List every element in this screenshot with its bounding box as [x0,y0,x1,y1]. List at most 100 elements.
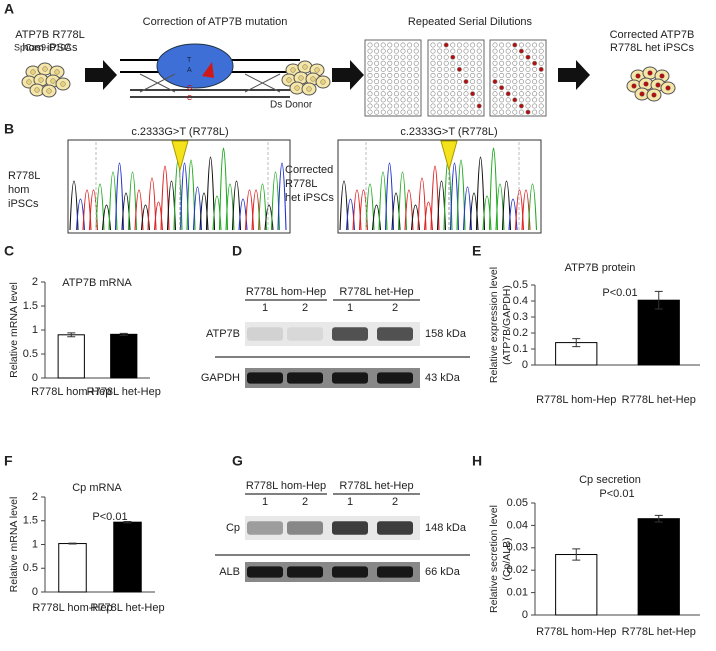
well [456,109,462,115]
well [393,54,399,60]
well [387,66,393,72]
well [470,54,476,60]
peak [397,171,408,231]
nucleus [659,73,665,79]
well [512,85,518,91]
y-tick-label: 0.2 [513,327,528,339]
well [476,85,482,91]
well [492,91,498,97]
well [525,97,531,103]
bar [57,334,85,379]
chart-title: ATP7B protein [565,262,636,274]
well [456,48,462,54]
y-axis-label: Relative mRNA level [8,282,20,378]
y-axis-label: (Cp/ALB) [501,537,513,580]
well [367,42,373,48]
well [407,79,413,85]
well [492,54,498,60]
well [476,79,482,85]
well [463,91,469,97]
well [463,79,469,85]
well [374,60,380,66]
well [443,79,449,85]
well [525,42,531,48]
well [380,79,386,85]
lane-label: 1 [347,496,353,508]
well [367,103,373,109]
well [374,109,380,115]
well [499,42,505,48]
nucleus [298,75,304,81]
x-tick-label: R778L het-Hep [622,394,696,406]
well [532,97,538,103]
well [450,48,456,54]
well [518,73,524,79]
peak [205,156,216,231]
well [538,91,544,97]
y-tick-label: 0.01 [507,587,528,599]
well [505,54,511,60]
well [505,48,511,54]
well [450,60,456,66]
well [512,79,518,85]
y-tick-label: 0.1 [513,343,528,355]
well [499,85,505,91]
error-bar [67,332,76,338]
y-axis-label: Relative secretion level [488,505,500,613]
plate [489,39,547,117]
well [518,97,524,103]
peak [95,183,105,231]
nucleus [635,73,641,79]
well [413,97,419,103]
nucleus [320,79,326,85]
well [430,79,436,85]
well [387,73,393,79]
well [512,97,518,103]
well [393,66,399,72]
well [525,48,531,54]
well [505,109,511,115]
peak [231,180,242,231]
well [443,109,449,115]
panel-label: G [232,453,243,469]
x-tick-label: R778L het-Hep [90,602,164,614]
well [437,103,443,109]
well [443,103,449,109]
row-label: Cp [226,522,240,534]
annotation: P<0.01 [92,511,127,523]
well [538,42,544,48]
y-tick-label: 0.02 [507,564,528,576]
peak [456,159,466,231]
well [512,54,518,60]
well [499,48,505,54]
sample-label: hom [8,184,29,196]
well [463,97,469,103]
well [518,48,524,54]
band [377,327,413,341]
well [443,42,449,48]
well [367,79,373,85]
end-cells-label: Corrected ATP7B [610,29,695,41]
well [532,79,538,85]
well [470,85,476,91]
enzyme-label: SpCas9-D10A [14,42,72,52]
panel-label: A [4,1,14,17]
x-tick-label: R778L het-Hep [622,626,696,638]
well [413,66,419,72]
nucleus [306,86,312,92]
well [470,79,476,85]
well [387,54,393,60]
well [518,60,524,66]
well [512,42,518,48]
panel-label: D [232,243,242,259]
panel-label: H [472,453,482,469]
well [400,85,406,91]
error-bar [654,514,663,523]
band [377,372,413,384]
y-tick-label: 0.03 [507,542,528,554]
well [430,54,436,60]
well [463,103,469,109]
size-label: 66 kDa [425,566,461,578]
well [407,85,413,91]
